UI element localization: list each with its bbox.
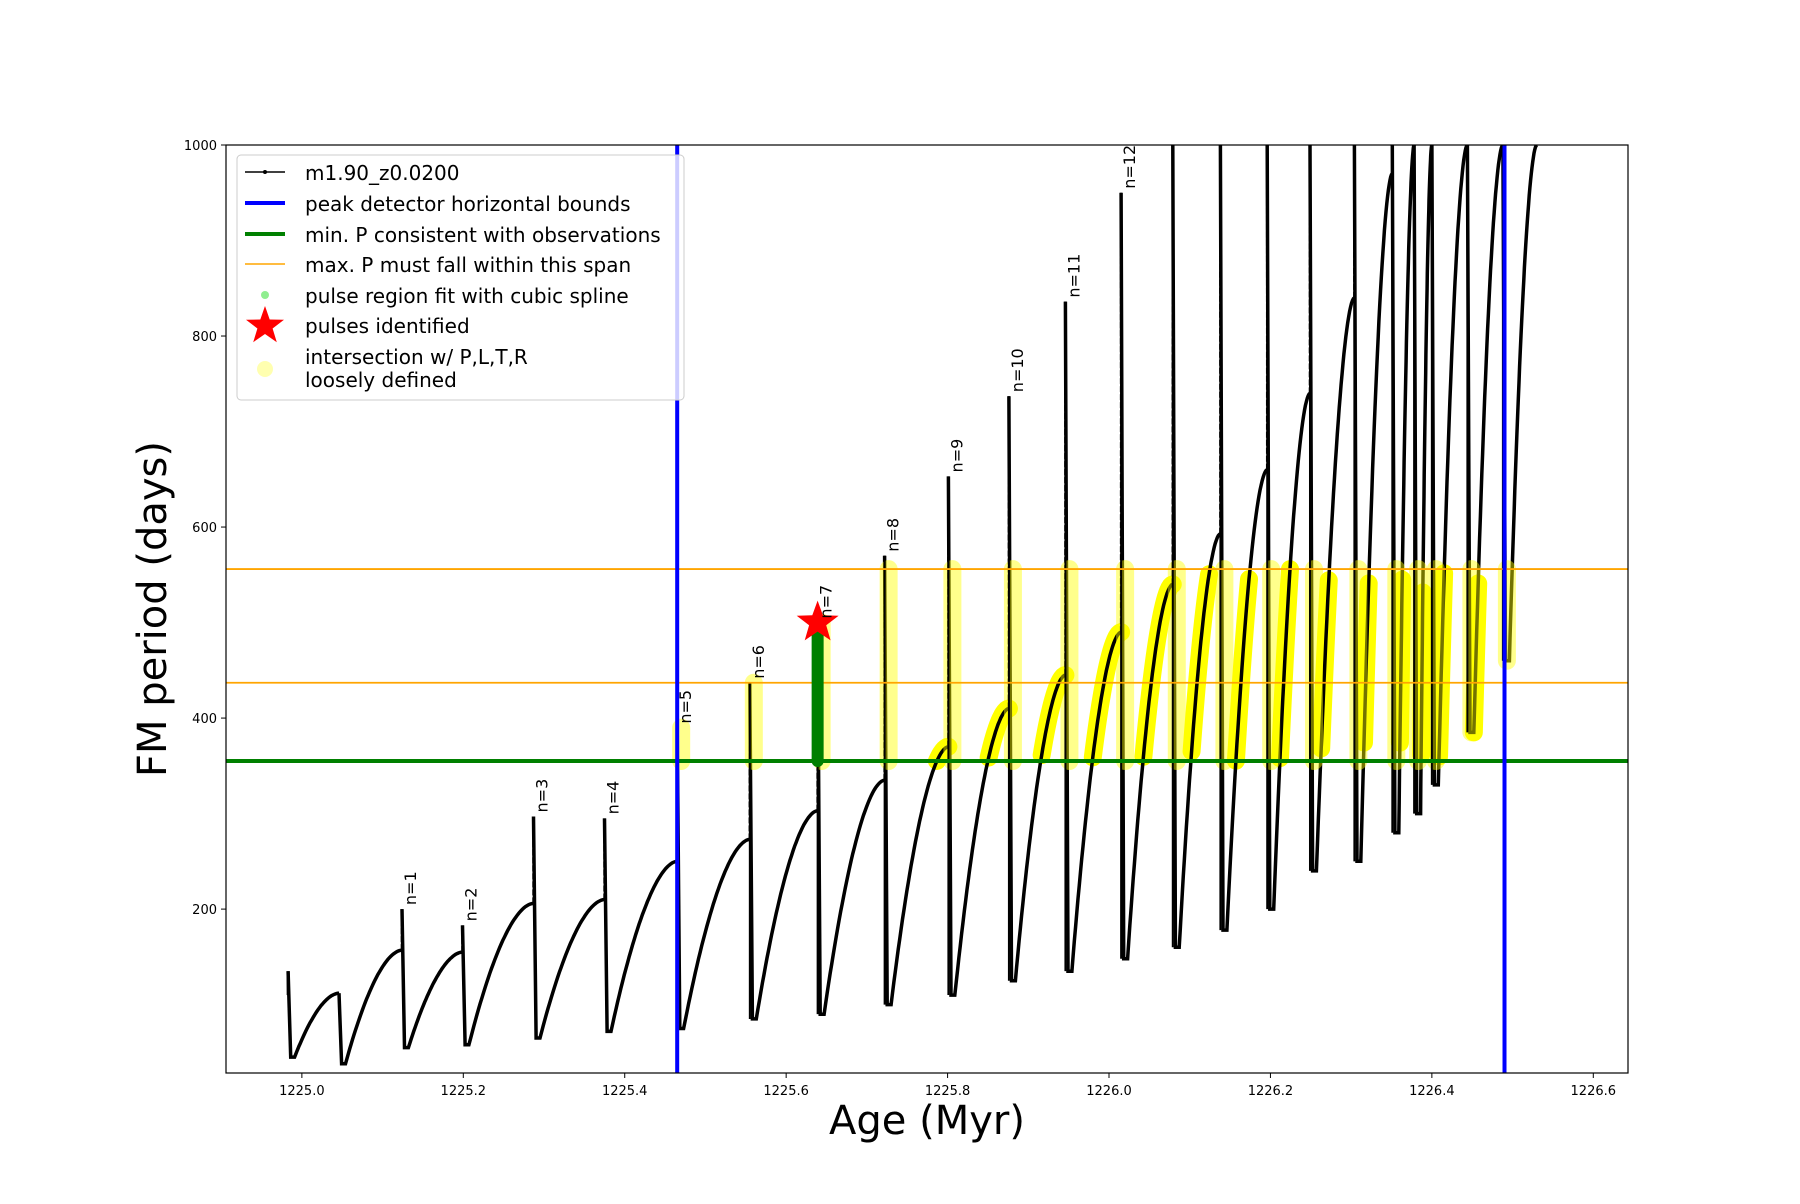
pulse-label: n=2 bbox=[461, 888, 480, 922]
pulse-label: n=8 bbox=[884, 518, 903, 552]
legend-label: min. P consistent with observations bbox=[305, 223, 661, 247]
y-axis-label: FM period (days) bbox=[130, 441, 176, 777]
legend-label: pulse region fit with cubic spline bbox=[305, 284, 629, 308]
track-cycle bbox=[400, 909, 463, 1050]
legend-label: peak detector horizontal bounds bbox=[305, 192, 631, 216]
track-cycle bbox=[1171, 145, 1222, 950]
track-cycle bbox=[675, 727, 751, 1031]
track-cycle bbox=[1218, 145, 1269, 932]
axes-frame bbox=[225, 144, 1629, 1074]
x-tick-label: 1226.6 bbox=[1571, 1084, 1617, 1099]
track-cycle bbox=[1007, 396, 1066, 983]
legend-entry-max: max. P must fall within this span bbox=[245, 253, 631, 277]
legend-label: intersection w/ P,L,T,R bbox=[305, 345, 528, 369]
x-tick-label: 1226.2 bbox=[1248, 1084, 1294, 1099]
legend-entry-min: min. P consistent with observations bbox=[245, 223, 661, 247]
track-cycle bbox=[1412, 145, 1434, 816]
legend-label: loosely defined bbox=[305, 368, 457, 392]
track-cycle bbox=[1390, 145, 1416, 835]
x-tick-label: 1225.0 bbox=[279, 1084, 325, 1099]
legend: m1.90_z0.0200 peak detector horizontal b… bbox=[236, 154, 685, 401]
legend-label: max. P must fall within this span bbox=[305, 253, 631, 277]
x-tick-label: 1225.6 bbox=[763, 1084, 809, 1099]
legend-label: m1.90_z0.0200 bbox=[305, 161, 460, 185]
track-cycle bbox=[460, 901, 534, 1047]
pulse-label: n=10 bbox=[1008, 348, 1027, 392]
track-cycle bbox=[1063, 301, 1122, 973]
legend-label: pulses identified bbox=[305, 314, 470, 338]
pulse-label: n=7 bbox=[817, 585, 836, 619]
x-axis-label: Age (Myr) bbox=[829, 1098, 1025, 1144]
pulse-label: n=11 bbox=[1064, 254, 1083, 298]
legend-entry-star: pulses identified bbox=[246, 306, 470, 343]
track-cycle bbox=[1465, 145, 1505, 735]
legend-entry-track: m1.90_z0.0200 bbox=[245, 161, 460, 185]
track-cycle bbox=[748, 682, 818, 1021]
legend-box bbox=[236, 154, 685, 401]
pulse-label: n=6 bbox=[749, 645, 768, 679]
track-cycle bbox=[1265, 145, 1312, 911]
x-tick-label: 1225.2 bbox=[441, 1084, 487, 1099]
track-cycle bbox=[531, 816, 605, 1040]
pulse-label: n=3 bbox=[533, 779, 552, 813]
plot-area: n=1 n=2 n=3 n=4 n=5 n=6 n=7 n=8 n=9 n=10 n=11 n=12 bbox=[226, 145, 1628, 1073]
y-tick-label: 200 bbox=[192, 903, 217, 918]
track-cycle bbox=[1308, 145, 1356, 873]
y-tick-label: 1000 bbox=[184, 139, 217, 154]
track-cycle bbox=[946, 476, 1010, 997]
track-cycle bbox=[815, 622, 885, 1016]
y-tick-label: 800 bbox=[192, 330, 217, 345]
x-tick-label: 1225.8 bbox=[925, 1084, 971, 1099]
y-tick-label: 400 bbox=[192, 712, 217, 727]
y-tick-label: 600 bbox=[192, 521, 217, 536]
x-tick-label: 1226.0 bbox=[1086, 1084, 1132, 1099]
pulse-label: n=9 bbox=[947, 439, 966, 473]
track-cycle bbox=[1501, 145, 1539, 663]
x-tick-label: 1225.4 bbox=[602, 1084, 648, 1099]
pulse-identified-star bbox=[796, 600, 839, 641]
legend-entry-intersection: intersection w/ P,L,T,R loosely defined bbox=[257, 345, 528, 392]
pulse-label: n=4 bbox=[604, 781, 623, 815]
track-cycle bbox=[337, 948, 403, 1066]
track-cycle bbox=[1119, 192, 1174, 961]
pulse-label: n=5 bbox=[676, 690, 695, 724]
track-cycle bbox=[882, 555, 949, 1007]
track-cycle bbox=[1430, 145, 1469, 787]
legend-entry-spline: pulse region fit with cubic spline bbox=[261, 284, 629, 308]
ticks: 1225.0 1225.2 1225.4 1225.6 1225.8 1226.0 1226… bbox=[184, 139, 1616, 1099]
track-cycle bbox=[602, 818, 678, 1034]
track-cycle bbox=[1352, 145, 1394, 864]
x-tick-label: 1226.4 bbox=[1409, 1084, 1455, 1099]
legend-entry-bounds: peak detector horizontal bounds bbox=[245, 192, 631, 216]
pulse-label: n=1 bbox=[401, 871, 420, 905]
pulse-label: n=12 bbox=[1120, 145, 1139, 189]
track-cycle bbox=[286, 971, 339, 1059]
